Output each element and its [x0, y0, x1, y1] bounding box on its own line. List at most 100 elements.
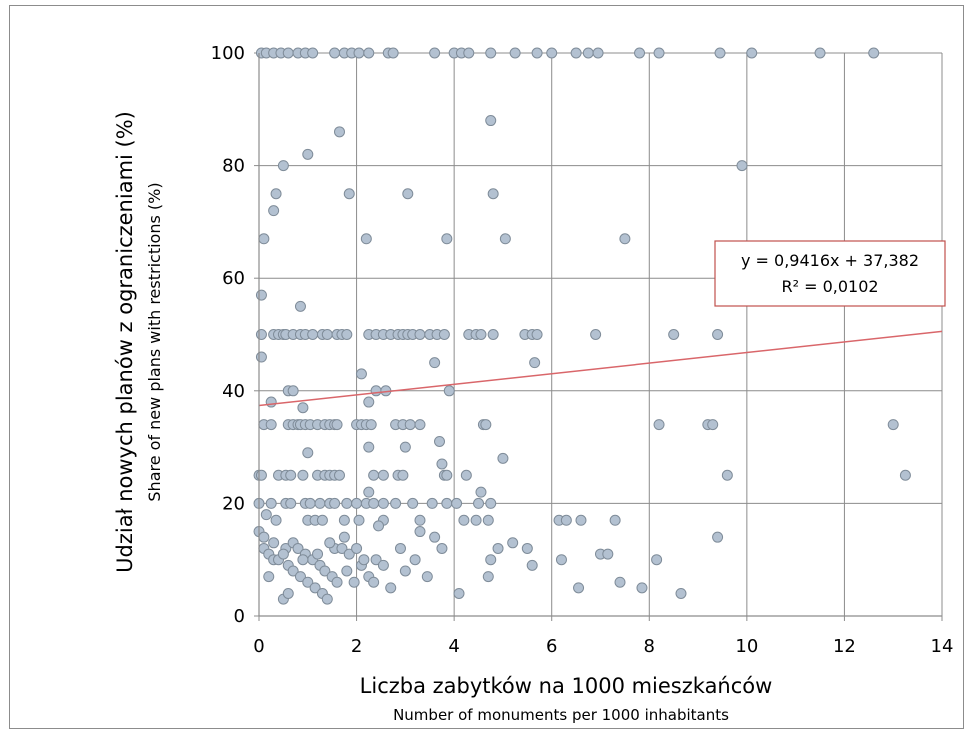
x-tick-label: 0: [253, 636, 264, 657]
data-point: [480, 419, 492, 431]
data-point: [609, 514, 621, 526]
data-point: [287, 385, 299, 397]
data-point: [307, 329, 319, 340]
data-point: [351, 542, 363, 554]
data-point: [358, 554, 370, 566]
data-point: [321, 593, 333, 605]
y-tick-label: 80: [222, 156, 245, 177]
data-point: [292, 542, 304, 554]
data-point: [443, 385, 455, 397]
trendline-r2: R² = 0,0102: [781, 277, 878, 296]
data-point: [453, 587, 465, 599]
data-point: [353, 514, 365, 526]
data-point: [348, 576, 360, 588]
data-point: [324, 537, 336, 549]
data-point: [294, 571, 306, 583]
data-point: [297, 469, 309, 481]
data-point: [341, 329, 353, 340]
data-point: [485, 497, 497, 509]
data-point: [297, 402, 309, 414]
x-tick-label: 14: [931, 636, 954, 657]
data-point: [404, 419, 416, 431]
data-point: [619, 233, 631, 245]
data-point: [363, 396, 375, 408]
data-point: [351, 497, 363, 509]
data-point: [707, 419, 719, 431]
data-point: [653, 419, 665, 431]
data-point: [485, 115, 497, 127]
equation-box: y = 0,9416x + 37,382 R² = 0,0102: [714, 240, 946, 307]
data-point: [436, 458, 448, 470]
data-point: [319, 565, 331, 577]
data-point: [258, 531, 270, 543]
data-point: [634, 47, 646, 59]
data-point: [282, 587, 294, 599]
data-point: [363, 486, 375, 498]
data-point: [402, 188, 414, 200]
data-point: [338, 514, 350, 526]
data-point: [458, 514, 470, 526]
data-point: [321, 329, 333, 340]
data-point: [343, 548, 355, 560]
data-point: [414, 526, 426, 538]
data-point: [333, 126, 345, 138]
data-point: [414, 419, 426, 431]
data-point: [360, 233, 372, 245]
data-point: [736, 160, 748, 172]
data-point: [399, 441, 411, 453]
data-point: [309, 582, 321, 594]
data-point: [712, 329, 724, 340]
data-point: [353, 47, 365, 59]
data-point: [675, 587, 687, 599]
x-tick-labels: 0 2 4 6 8 10 12 14: [253, 636, 953, 657]
data-point: [263, 571, 275, 583]
data-point: [409, 554, 421, 566]
data-point: [387, 47, 399, 59]
data-point: [531, 47, 543, 59]
data-point: [429, 357, 441, 369]
data-point: [255, 289, 267, 301]
data-point: [341, 497, 353, 509]
data-point: [377, 559, 389, 571]
chart-frame: 0 2 4 6 8 10 12 14 0 20 40 60 80 100 y = 0,9416x + 3…: [9, 5, 964, 729]
data-point: [651, 554, 663, 566]
data-point: [363, 441, 375, 453]
data-point: [441, 497, 453, 509]
data-point: [460, 469, 472, 481]
x-tick-label: 8: [644, 636, 655, 657]
data-point: [592, 47, 604, 59]
data-point: [329, 47, 341, 59]
data-point: [487, 188, 499, 200]
data-point: [255, 469, 267, 481]
data-point: [499, 233, 511, 245]
data-point: [294, 300, 306, 312]
data-point: [331, 576, 343, 588]
data-point: [721, 469, 733, 481]
data-point: [277, 160, 289, 172]
data-point: [497, 452, 509, 464]
data-point: [343, 188, 355, 200]
data-point: [429, 47, 441, 59]
data-point: [602, 548, 614, 560]
trendline-group: [258, 330, 943, 407]
y-axis-title: Udział nowych planów z ograniczeniami (%…: [113, 111, 137, 573]
data-point: [314, 497, 326, 509]
data-point: [302, 447, 314, 459]
data-point: [302, 576, 314, 588]
data-point: [463, 47, 475, 59]
data-point: [614, 576, 626, 588]
y-axis-subtitle: Share of new plans with restrictions (%): [145, 182, 164, 501]
data-point: [302, 148, 314, 160]
data-point: [265, 419, 277, 431]
y-tick-label: 60: [222, 268, 245, 289]
x-tick-label: 12: [833, 636, 856, 657]
data-point: [475, 486, 487, 498]
data-point: [746, 47, 758, 59]
data-point: [297, 554, 309, 566]
data-point: [329, 497, 341, 509]
x-axis-subtitle: Number of monuments per 1000 inhabitants: [393, 706, 729, 724]
data-point: [268, 205, 280, 217]
x-tick-label: 4: [448, 636, 459, 657]
data-point: [487, 329, 499, 340]
data-point: [414, 329, 426, 340]
